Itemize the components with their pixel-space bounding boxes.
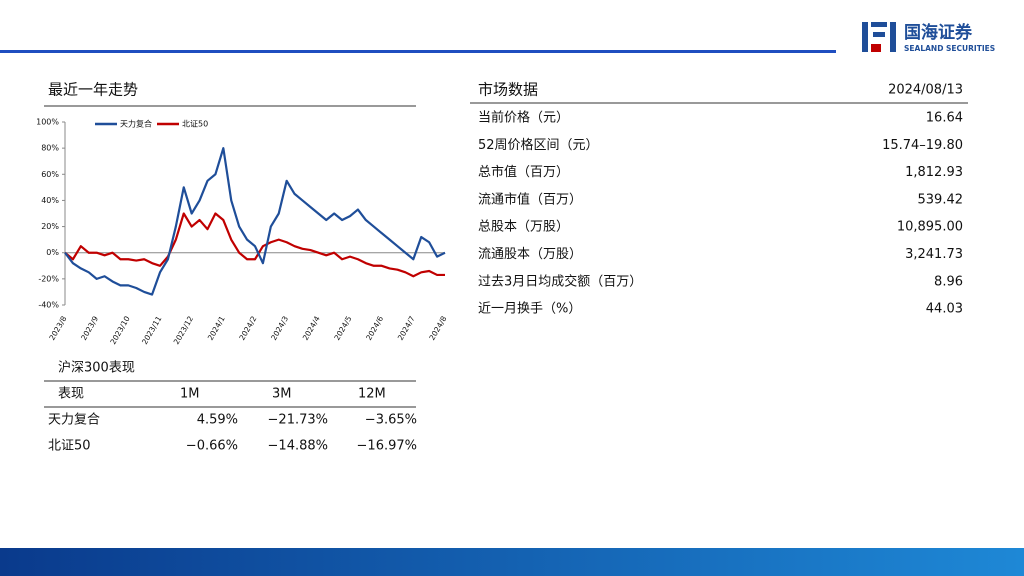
- perf-label: 北证50: [48, 439, 91, 454]
- x-tick-label: 2024/1: [206, 314, 227, 342]
- market-label: 近一月换手（%）: [478, 302, 581, 317]
- x-tick-label: 2024/5: [332, 314, 353, 342]
- logo-icon: [862, 22, 896, 52]
- market-date: 2024/08/13: [888, 83, 963, 98]
- market-label: 52周价格区间（元）: [478, 137, 599, 153]
- market-value: 44.03: [926, 302, 963, 317]
- footer-bar: [0, 548, 1024, 576]
- x-tick-label: 2023/10: [108, 314, 131, 346]
- perf-title: 沪深300表现: [58, 360, 135, 376]
- market-title: 市场数据: [478, 81, 538, 99]
- market-value: 10,895.00: [897, 220, 963, 235]
- perf-value: −16.97%: [357, 439, 417, 454]
- perf-value: −0.66%: [186, 439, 238, 454]
- market-label: 总市值（百万）: [478, 164, 569, 180]
- x-tick-label: 2024/6: [364, 314, 385, 342]
- y-tick-label: 60%: [41, 170, 59, 179]
- perf-header: 1M: [180, 387, 200, 402]
- y-tick-label: 20%: [41, 222, 59, 231]
- x-tick-label: 2024/7: [396, 314, 417, 342]
- y-tick-label: 100%: [36, 118, 59, 127]
- logo-en: SEALAND SECURITIES: [904, 44, 995, 53]
- chart-title: 最近一年走势: [48, 81, 138, 99]
- x-tick-label: 2023/11: [140, 314, 163, 346]
- perf-label: 天力复合: [48, 413, 100, 428]
- perf-header: 3M: [272, 387, 292, 402]
- logo-cn: 国海证券: [904, 22, 973, 43]
- market-label: 流通市值（百万）: [478, 191, 582, 207]
- perf-value: 4.59%: [197, 413, 238, 428]
- market-value: 539.42: [918, 192, 964, 207]
- market-value: 8.96: [934, 274, 963, 289]
- y-tick-label: -20%: [38, 274, 59, 283]
- y-tick-label: 40%: [41, 196, 59, 205]
- market-label: 总股本（万股）: [478, 220, 569, 235]
- y-tick-label: -40%: [38, 301, 59, 310]
- x-tick-label: 2023/8: [47, 314, 68, 342]
- y-tick-label: 0%: [46, 248, 59, 257]
- legend-label: 北证50: [182, 120, 208, 129]
- x-tick-label: 2023/9: [79, 314, 100, 342]
- x-tick-label: 2024/3: [269, 314, 290, 342]
- market-value: 15.74–19.80: [882, 138, 963, 153]
- perf-header: 表现: [58, 387, 84, 402]
- market-label: 过去3月日均成交额（百万）: [478, 273, 642, 289]
- x-tick-label: 2023/12: [172, 314, 195, 346]
- x-tick-label: 2024/8: [427, 314, 448, 342]
- market-value: 16.64: [926, 111, 963, 126]
- series-line: [64, 212, 445, 278]
- market-label: 当前价格（元）: [478, 110, 569, 126]
- header-line: [0, 50, 836, 53]
- legend-label: 天力复合: [120, 119, 152, 129]
- market-value: 1,812.93: [905, 165, 963, 180]
- market-label: 流通股本（万股）: [478, 247, 582, 262]
- x-tick-label: 2024/2: [237, 314, 258, 342]
- x-tick-label: 2024/4: [301, 314, 322, 342]
- perf-value: −21.73%: [268, 413, 328, 428]
- market-value: 3,241.73: [905, 247, 963, 262]
- series-line: [64, 147, 446, 296]
- y-tick-label: 80%: [41, 144, 59, 153]
- perf-header: 12M: [358, 387, 386, 402]
- perf-value: −3.65%: [365, 413, 417, 428]
- perf-value: −14.88%: [268, 439, 328, 454]
